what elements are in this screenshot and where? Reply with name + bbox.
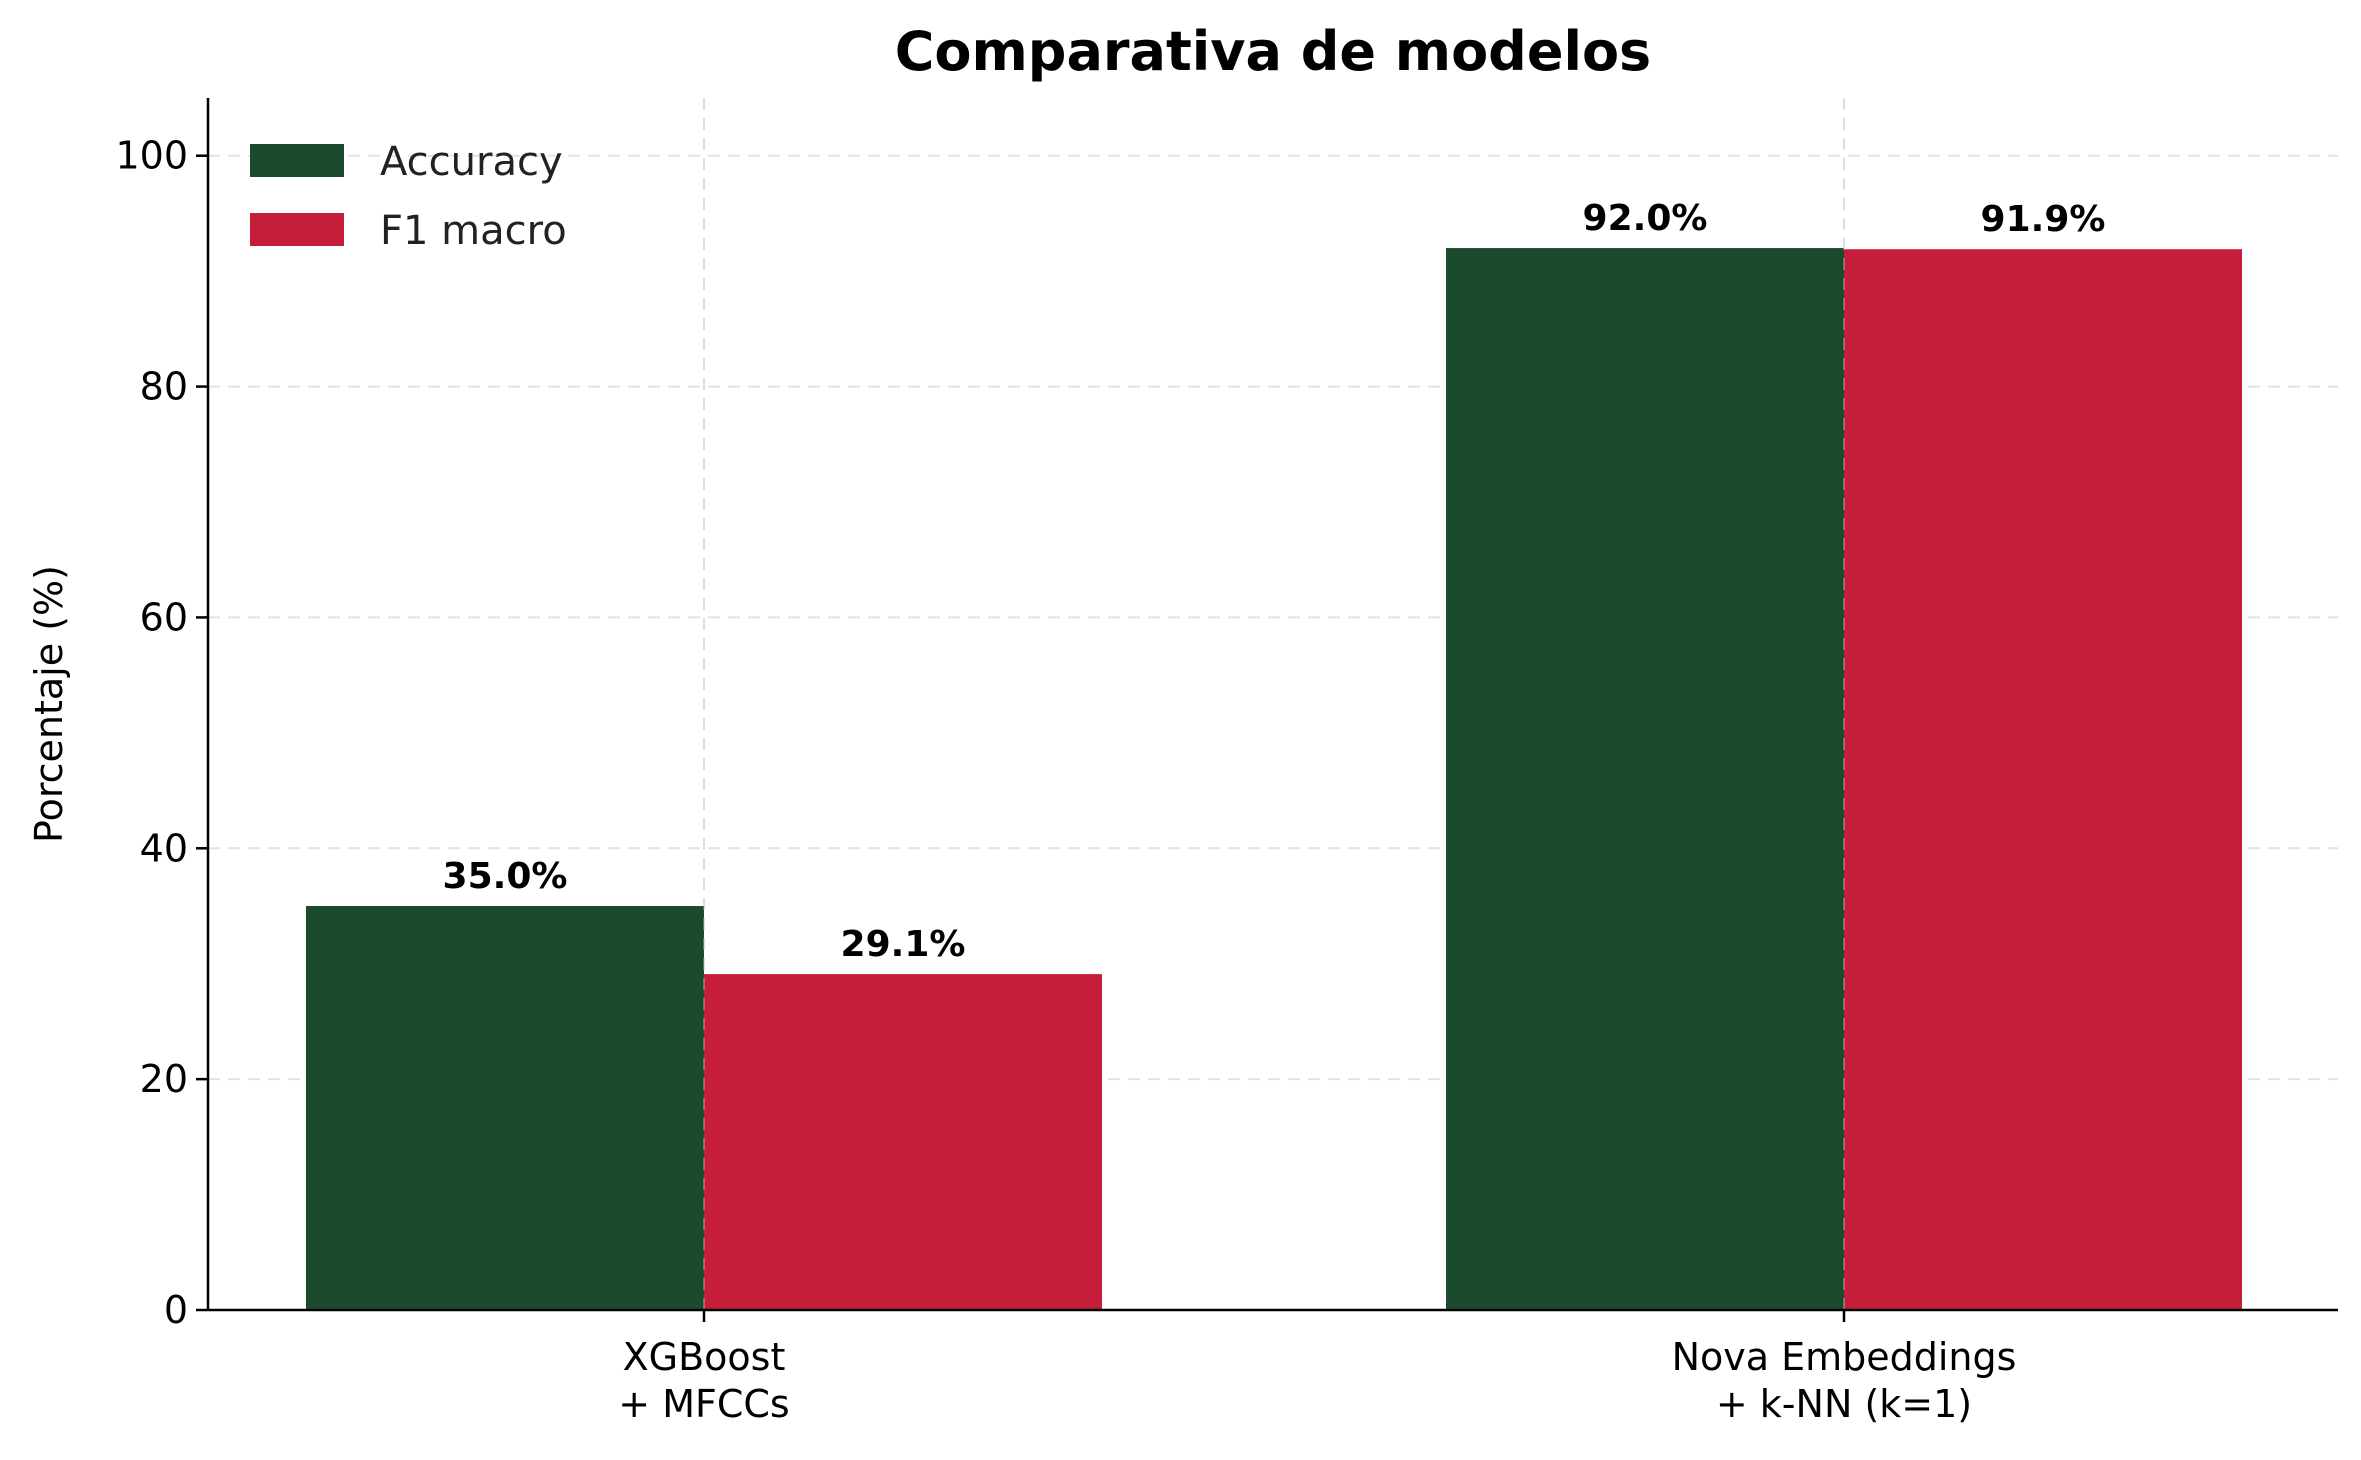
- legend-swatch-accuracy: [250, 144, 344, 177]
- legend-swatch-f1-macro: [250, 213, 344, 246]
- x-tick-label: Nova Embeddings: [1672, 1335, 2017, 1379]
- x-ticks: XGBoost+ MFCCs Nova Embeddings+ k-NN (k=1…: [618, 1310, 2016, 1426]
- bars: [306, 98, 2242, 1311]
- y-tick-label: 60: [140, 595, 188, 639]
- y-tick-label: 40: [140, 826, 188, 870]
- bar-f1-macro: [1844, 249, 2242, 1310]
- axes: [206, 98, 2338, 1312]
- bar-value-label: 91.9%: [1981, 199, 2106, 240]
- y-ticks: 0 20 40 60 80 100: [115, 134, 208, 1332]
- bar-value-label: 29.1%: [841, 924, 966, 965]
- bar-value-label: 35.0%: [443, 856, 568, 897]
- x-tick-label: XGBoost: [623, 1335, 786, 1379]
- bar-accuracy: [1446, 248, 1844, 1311]
- x-tick-label: + k-NN (k=1): [1716, 1382, 1972, 1426]
- y-tick-label: 20: [140, 1057, 188, 1101]
- bar-value-label: 92.0%: [1583, 198, 1708, 239]
- y-tick-label: 80: [140, 365, 188, 409]
- bar-accuracy: [306, 906, 704, 1310]
- legend: Accuracy F1 macro: [250, 139, 567, 254]
- chart-title: Comparativa de modelos: [895, 20, 1651, 83]
- y-tick-label: 0: [164, 1288, 188, 1332]
- bar-f1-macro: [704, 974, 1102, 1310]
- y-tick-label: 100: [115, 134, 188, 178]
- x-tick-label: + MFCCs: [618, 1382, 789, 1426]
- y-axis-label: Porcentaje (%): [27, 565, 71, 843]
- legend-label: F1 macro: [380, 208, 567, 254]
- data-labels: 35.0% 92.0% 29.1% 91.9%: [443, 198, 2106, 965]
- legend-label: Accuracy: [380, 139, 563, 185]
